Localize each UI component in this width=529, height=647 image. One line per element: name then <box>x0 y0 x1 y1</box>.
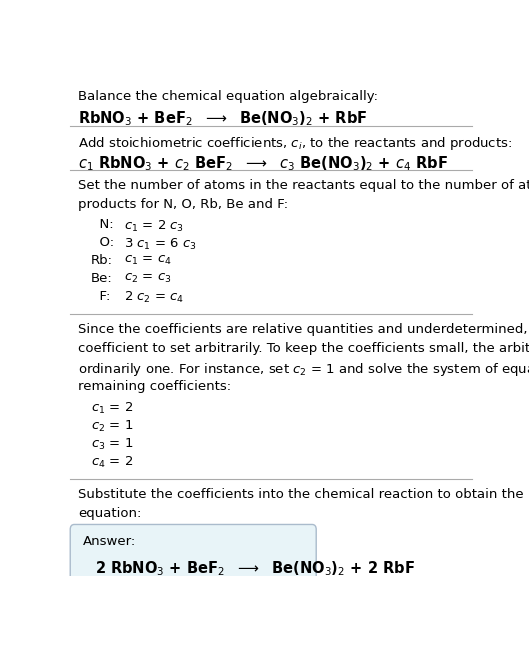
Text: $c_2$ = 1: $c_2$ = 1 <box>91 419 133 434</box>
Text: $c_4$ = 2: $c_4$ = 2 <box>91 455 133 470</box>
Text: Rb:: Rb: <box>91 254 113 267</box>
Text: Set the number of atoms in the reactants equal to the number of atoms in the: Set the number of atoms in the reactants… <box>78 179 529 192</box>
Text: $c_1$ = 2: $c_1$ = 2 <box>91 401 133 416</box>
Text: ordinarily one. For instance, set $c_2$ = 1 and solve the system of equations fo: ordinarily one. For instance, set $c_2$ … <box>78 361 529 378</box>
Text: Be:: Be: <box>91 272 113 285</box>
FancyBboxPatch shape <box>70 525 316 597</box>
Text: products for N, O, Rb, Be and F:: products for N, O, Rb, Be and F: <box>78 197 288 211</box>
Text: Substitute the coefficients into the chemical reaction to obtain the balanced: Substitute the coefficients into the che… <box>78 488 529 501</box>
Text: 2 RbNO$_3$ + BeF$_2$  $\longrightarrow$  Be(NO$_3$)$_2$ + 2 RbF: 2 RbNO$_3$ + BeF$_2$ $\longrightarrow$ B… <box>95 560 415 578</box>
Text: $c_1$ = 2 $c_3$: $c_1$ = 2 $c_3$ <box>124 219 184 234</box>
Text: remaining coefficients:: remaining coefficients: <box>78 380 232 393</box>
Text: $c_3$ = 1: $c_3$ = 1 <box>91 437 133 452</box>
Text: N:: N: <box>91 219 113 232</box>
Text: Balance the chemical equation algebraically:: Balance the chemical equation algebraica… <box>78 90 378 103</box>
Text: equation:: equation: <box>78 507 142 520</box>
Text: Since the coefficients are relative quantities and underdetermined, choose a: Since the coefficients are relative quan… <box>78 324 529 336</box>
Text: RbNO$_3$ + BeF$_2$  $\longrightarrow$  Be(NO$_3$)$_2$ + RbF: RbNO$_3$ + BeF$_2$ $\longrightarrow$ Be(… <box>78 109 368 127</box>
Text: O:: O: <box>91 236 114 249</box>
Text: F:: F: <box>91 291 110 303</box>
Text: 2 $c_2$ = $c_4$: 2 $c_2$ = $c_4$ <box>124 291 184 305</box>
Text: $c_1$ RbNO$_3$ + $c_2$ BeF$_2$  $\longrightarrow$  $c_3$ Be(NO$_3$)$_2$ + $c_4$ : $c_1$ RbNO$_3$ + $c_2$ BeF$_2$ $\longrig… <box>78 154 448 173</box>
Text: coefficient to set arbitrarily. To keep the coefficients small, the arbitrary va: coefficient to set arbitrarily. To keep … <box>78 342 529 355</box>
Text: $c_2$ = $c_3$: $c_2$ = $c_3$ <box>124 272 171 285</box>
Text: Add stoichiometric coefficients, $c_i$, to the reactants and products:: Add stoichiometric coefficients, $c_i$, … <box>78 135 513 152</box>
Text: $c_1$ = $c_4$: $c_1$ = $c_4$ <box>124 254 171 267</box>
Text: Answer:: Answer: <box>83 536 136 549</box>
Text: 3 $c_1$ = 6 $c_3$: 3 $c_1$ = 6 $c_3$ <box>124 236 196 252</box>
